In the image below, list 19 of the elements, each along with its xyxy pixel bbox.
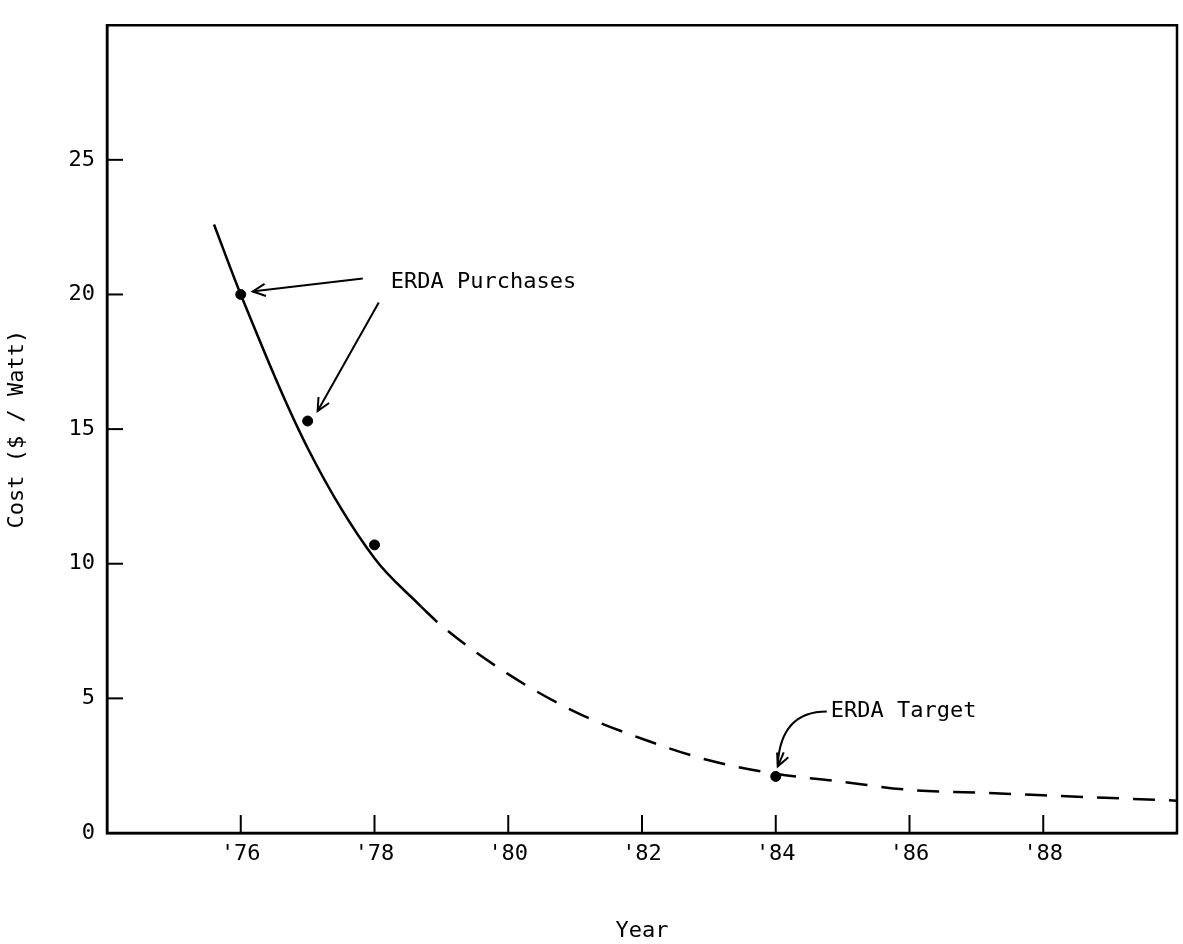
point	[369, 539, 380, 551]
y-tick-label: 20	[68, 280, 95, 306]
x-tick-label: '88	[1023, 839, 1064, 865]
y-axis-title: Cost ($ / Watt)	[2, 329, 28, 529]
x-tick-label: '80	[488, 839, 529, 865]
y-tick-label: 5	[81, 684, 95, 710]
x-tick-label: '76	[220, 839, 261, 865]
y-tick-label: 15	[68, 414, 95, 440]
x-tick-label: '82	[622, 839, 662, 865]
annotation: ERDA Target	[830, 697, 977, 723]
y-tick-label: 25	[68, 145, 95, 171]
point	[302, 415, 314, 427]
x-tick-label: '86	[889, 839, 930, 865]
x-tick-label: '78	[354, 839, 395, 865]
x-axis-title: Year	[615, 916, 669, 942]
x-tick-label: '84	[755, 839, 796, 865]
annotation: ERDA Purchases	[390, 268, 577, 294]
y-tick-label: 10	[68, 549, 95, 575]
y-tick-label: 0	[81, 818, 95, 844]
